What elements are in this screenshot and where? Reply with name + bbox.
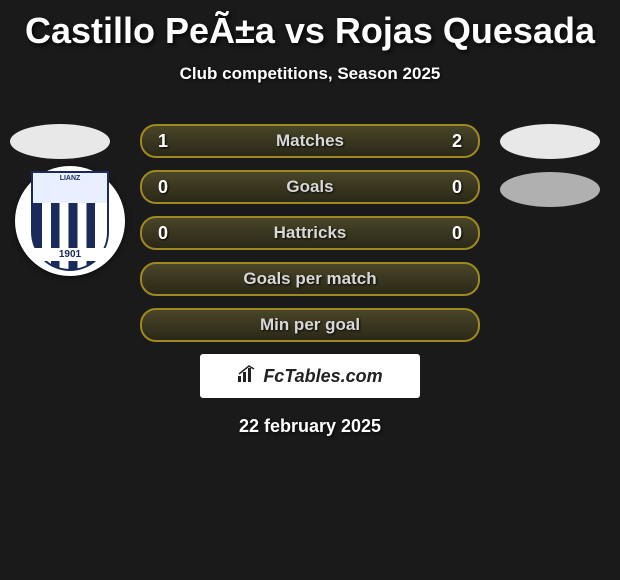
stat-right-value: 0 — [442, 223, 462, 244]
stat-label: Goals per match — [243, 269, 376, 289]
stat-row-hattricks: 0 Hattricks 0 — [140, 216, 480, 250]
stat-left-value: 0 — [158, 223, 178, 244]
watermark-text: FcTables.com — [263, 366, 382, 387]
player-right-placeholder-icon — [500, 124, 600, 159]
date-text: 22 february 2025 — [0, 416, 620, 437]
stat-label: Hattricks — [274, 223, 347, 243]
watermark: FcTables.com — [200, 354, 420, 398]
subtitle: Club competitions, Season 2025 — [0, 64, 620, 84]
stat-row-min-per-goal: Min per goal — [140, 308, 480, 342]
stats-table: 1 Matches 2 0 Goals 0 0 Hattricks 0 Goal… — [140, 124, 480, 342]
stat-right-value: 2 — [442, 131, 462, 152]
club-crest-icon: LIANZ 1901 — [31, 171, 109, 271]
stat-label: Matches — [276, 131, 344, 151]
player-left-placeholder-icon — [10, 124, 110, 159]
stat-left-value: 0 — [158, 177, 178, 198]
club-crest-year: 1901 — [33, 248, 107, 261]
club-right-placeholder-icon — [500, 172, 600, 207]
page-title: Castillo PeÃ±a vs Rojas Quesada — [0, 0, 620, 52]
stat-row-goals: 0 Goals 0 — [140, 170, 480, 204]
stat-label: Goals — [286, 177, 333, 197]
stat-label: Min per goal — [260, 315, 360, 335]
club-crest-text: LIANZ — [33, 173, 107, 203]
stat-row-matches: 1 Matches 2 — [140, 124, 480, 158]
chart-icon — [237, 365, 259, 388]
stat-left-value: 1 — [158, 131, 178, 152]
stat-row-goals-per-match: Goals per match — [140, 262, 480, 296]
stat-right-value: 0 — [442, 177, 462, 198]
comparison-content: LIANZ 1901 1 Matches 2 0 Goals 0 0 Hattr… — [0, 124, 620, 437]
club-left-badge: LIANZ 1901 — [15, 166, 125, 276]
